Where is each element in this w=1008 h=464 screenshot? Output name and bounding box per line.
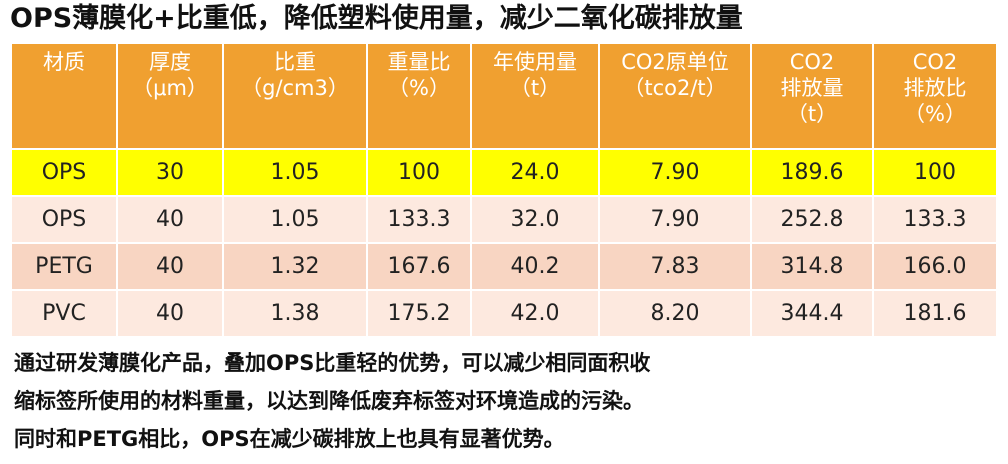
cell-weight-ratio: 167.6 <box>366 242 472 291</box>
cell-material: PVC <box>10 289 118 338</box>
cell-thickness: 40 <box>116 289 224 338</box>
table-row-ops-40: OPS 40 1.05 133.3 32.0 7.90 252.8 133.3 <box>10 195 998 244</box>
table-row-ops-30: OPS 30 1.05 100 24.0 7.90 189.6 100 <box>10 148 998 197</box>
table-row-petg-40: PETG 40 1.32 167.6 40.2 7.83 314.8 166.0 <box>10 242 998 291</box>
cell-thickness: 40 <box>116 242 224 291</box>
cell-co2-unit: 7.90 <box>598 195 752 244</box>
cell-annual-usage: 40.2 <box>470 242 600 291</box>
co2-comparison-table: 材质 厚度 （μm） 比重 （g/cm3） 重量比 （%） 年使用量 （t） C… <box>10 42 998 338</box>
cell-co2-emission: 252.8 <box>750 195 874 244</box>
cell-material: PETG <box>10 242 118 291</box>
header-thickness: 厚度 （μm） <box>116 42 224 150</box>
cell-annual-usage: 42.0 <box>470 289 600 338</box>
cell-co2-emission: 189.6 <box>750 148 874 197</box>
cell-co2-emission: 314.8 <box>750 242 874 291</box>
table-header-row: 材质 厚度 （μm） 比重 （g/cm3） 重量比 （%） 年使用量 （t） C… <box>10 42 998 150</box>
description-paragraph: 通过研发薄膜化产品，叠加OPS比重轻的优势，可以减少相同面积收 缩标签所使用的材… <box>14 344 998 458</box>
header-weight-ratio: 重量比 （%） <box>366 42 472 150</box>
cell-thickness: 30 <box>116 148 224 197</box>
cell-co2-emission-ratio: 166.0 <box>872 242 998 291</box>
cell-co2-emission-ratio: 100 <box>872 148 998 197</box>
cell-weight-ratio: 100 <box>366 148 472 197</box>
cell-material: OPS <box>10 195 118 244</box>
header-material: 材质 <box>10 42 118 150</box>
cell-co2-unit: 8.20 <box>598 289 752 338</box>
cell-specific-gravity: 1.38 <box>222 289 368 338</box>
cell-material: OPS <box>10 148 118 197</box>
cell-specific-gravity: 1.05 <box>222 148 368 197</box>
cell-co2-emission: 344.4 <box>750 289 874 338</box>
description-line: 通过研发薄膜化产品，叠加OPS比重轻的优势，可以减少相同面积收 <box>14 351 651 375</box>
cell-specific-gravity: 1.32 <box>222 242 368 291</box>
header-co2-emission: CO2 排放量 （t） <box>750 42 874 150</box>
cell-co2-unit: 7.83 <box>598 242 752 291</box>
cell-co2-emission-ratio: 133.3 <box>872 195 998 244</box>
cell-thickness: 40 <box>116 195 224 244</box>
description-line: 缩标签所使用的材料重量，以达到降低废弃标签对环境造成的污染。 <box>14 389 644 413</box>
header-co2-emission-ratio: CO2 排放比 （%） <box>872 42 998 150</box>
cell-weight-ratio: 175.2 <box>366 289 472 338</box>
header-annual-usage: 年使用量 （t） <box>470 42 600 150</box>
page-title: OPS薄膜化+比重低，降低塑料使用量，减少二氧化碳排放量 <box>10 3 743 34</box>
header-specific-gravity: 比重 （g/cm3） <box>222 42 368 150</box>
cell-annual-usage: 32.0 <box>470 195 600 244</box>
header-co2-unit: CO2原单位 （tco2/t） <box>598 42 752 150</box>
table-row-pvc-40: PVC 40 1.38 175.2 42.0 8.20 344.4 181.6 <box>10 289 998 338</box>
cell-co2-unit: 7.90 <box>598 148 752 197</box>
description-line: 同时和PETG相比，OPS在减少碳排放上也具有显著优势。 <box>14 427 565 451</box>
cell-annual-usage: 24.0 <box>470 148 600 197</box>
cell-weight-ratio: 133.3 <box>366 195 472 244</box>
cell-specific-gravity: 1.05 <box>222 195 368 244</box>
cell-co2-emission-ratio: 181.6 <box>872 289 998 338</box>
